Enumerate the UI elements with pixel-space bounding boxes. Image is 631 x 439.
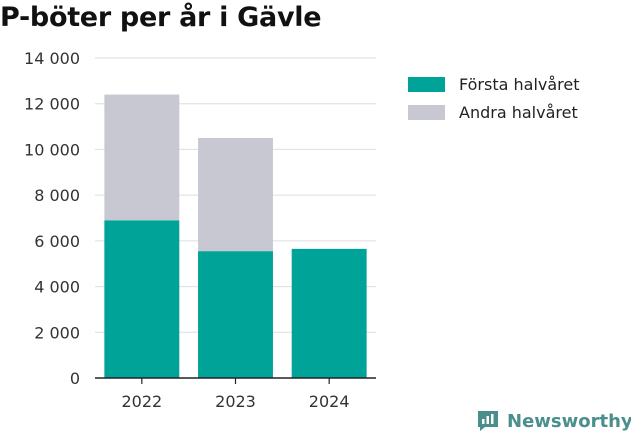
legend-item-forsta: Första halvåret [408, 70, 580, 98]
y-tick-labels: 0 2 000 4 000 6 000 8 000 10 000 12 000 14 000 [24, 49, 80, 388]
bars [104, 94, 367, 378]
newsworthy-logo-icon [478, 411, 498, 431]
legend-item-andra: Andra halvåret [408, 98, 580, 126]
y-tick-label: 12 000 [24, 95, 80, 114]
x-tick-label: 2022 [121, 392, 162, 411]
legend-swatch-forsta [408, 76, 445, 92]
legend-swatch-andra [408, 104, 445, 120]
y-tick-label: 0 [70, 369, 80, 388]
brand-name: Newsworthy [507, 410, 631, 432]
y-tick-label: 8 000 [34, 186, 80, 205]
bar-forsta-2024 [291, 248, 367, 378]
bar-andra-2022 [104, 94, 180, 221]
y-tick-label: 6 000 [34, 232, 80, 251]
bar-forsta-2023 [198, 251, 273, 378]
legend: Första halvåret Andra halvåret [408, 70, 580, 126]
chart-title: P-böter per år i Gävle [0, 2, 322, 33]
x-tick-label: 2023 [215, 392, 256, 411]
legend-label-andra: Andra halvåret [459, 102, 578, 122]
legend-label-forsta: Första halvåret [459, 74, 580, 94]
y-tick-label: 4 000 [34, 278, 80, 297]
x-tick-labels: 2022 2023 2024 [121, 378, 350, 411]
bar-andra-2023 [198, 138, 273, 252]
brand-logo[interactable]: Newsworthy [476, 409, 631, 433]
bar-forsta-2022 [104, 220, 180, 378]
x-tick-label: 2024 [309, 392, 350, 411]
y-tick-label: 14 000 [24, 49, 80, 68]
y-tick-label: 2 000 [34, 323, 80, 342]
y-tick-label: 10 000 [24, 140, 80, 159]
